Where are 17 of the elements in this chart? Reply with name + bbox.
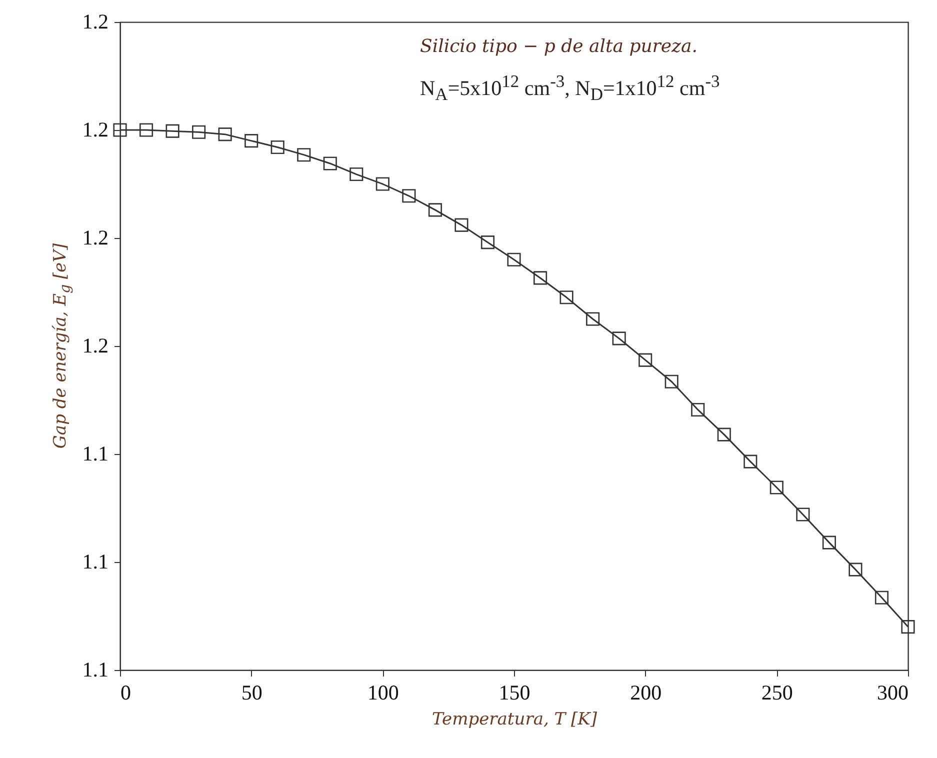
y-tick-label: 1.2	[82, 334, 108, 358]
x-tick-label: 150	[498, 680, 530, 704]
x-axis-title: Temperatura, T [K]	[432, 710, 598, 730]
annotation: Silicio tipo − p de alta pureza.	[420, 35, 698, 59]
x-tick-label: 250	[761, 680, 793, 704]
y-tick-label: 1.2	[82, 118, 108, 142]
text: N$_{A}$=5x10$^{12}$ cm$^{-3}$, N$_{D}$=1x10$^{12}$ cm$^{-3}$	[420, 71, 720, 104]
y-tick-label: 1.1	[82, 658, 108, 682]
x-tick-label: 100	[367, 680, 399, 704]
x-tick-label: 50	[241, 680, 262, 704]
y-tick-label: 1.2	[82, 226, 108, 250]
x-tick-label: 200	[630, 680, 662, 704]
y-tick-label: 1.1	[82, 442, 108, 466]
x-tick-label: 0	[120, 680, 131, 704]
y-tick-label: 1.1	[82, 550, 108, 574]
x-tick-label: 300	[877, 680, 908, 704]
y-tick-label: 1.2	[82, 10, 108, 34]
